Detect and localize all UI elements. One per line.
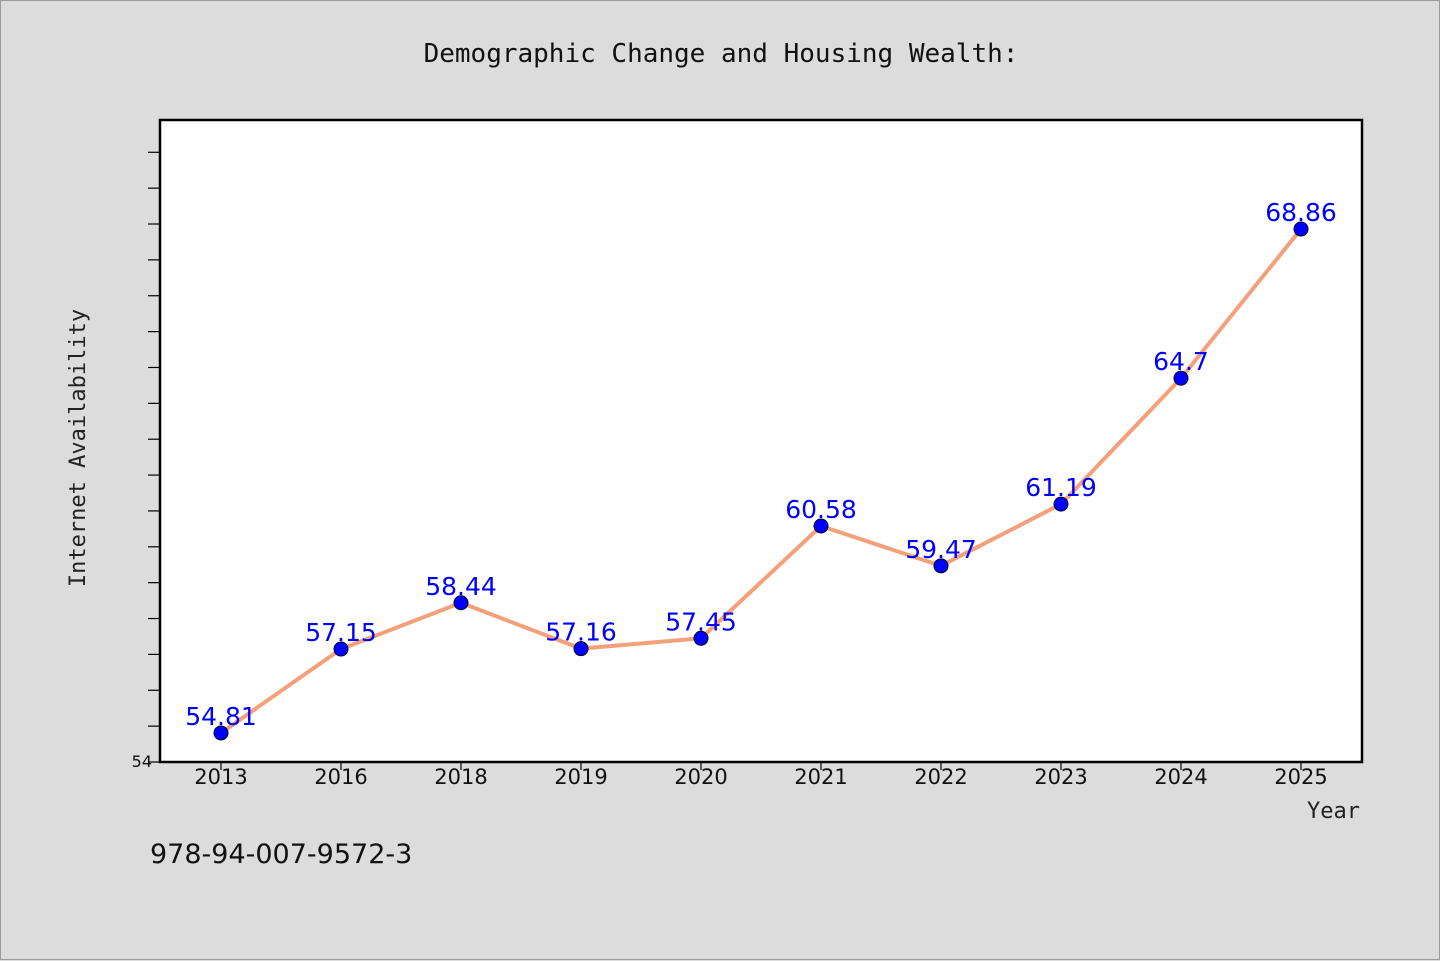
data-label: 57.45	[665, 607, 737, 636]
data-label: 57.16	[545, 618, 617, 647]
x-tick-label: 2024	[1154, 765, 1207, 789]
series-line	[219, 227, 1303, 735]
data-label: 64.7	[1153, 347, 1209, 376]
data-label: 68.86	[1265, 198, 1337, 227]
x-axis-label: Year	[1307, 799, 1360, 824]
x-tick-label: 2020	[674, 765, 727, 789]
data-point	[573, 641, 589, 657]
plot-area	[158, 118, 1364, 764]
data-point	[693, 630, 709, 646]
data-label: 57.15	[305, 618, 377, 647]
data-point	[333, 641, 349, 657]
series-layer: 54.81 57.15 58.44 57.16 57.45 60.58 59.47 61.19…	[185, 198, 1337, 741]
data-label: 54.81	[185, 702, 257, 731]
data-point	[213, 725, 229, 741]
y-tick-label: 54	[132, 752, 152, 771]
data-label: 59.47	[905, 535, 977, 564]
data-point	[453, 595, 469, 611]
x-tick-label: 2019	[554, 765, 607, 789]
x-tick-label: 2018	[434, 765, 487, 789]
x-tick-label: 2013	[194, 765, 247, 789]
isbn-text: 978-94-007-9572-3	[150, 839, 412, 870]
x-tick-label: 2023	[1034, 765, 1087, 789]
chart-title: Demographic Change and Housing Wealth:	[424, 39, 1019, 69]
x-tick-label: 2025	[1274, 765, 1327, 789]
data-point	[1053, 496, 1069, 512]
data-point	[933, 558, 949, 574]
data-label: 61.19	[1025, 473, 1097, 502]
data-point	[1173, 370, 1189, 386]
x-axis-ticks: 2013 2016 2018 2019 2020 2021 2022 2023 2024 2025	[194, 762, 1328, 789]
data-point	[1293, 221, 1309, 237]
x-tick-label: 2021	[794, 765, 847, 789]
x-tick-label: 2022	[914, 765, 967, 789]
y-axis-ticks: 54	[132, 151, 160, 771]
y-axis-label: Internet Availability	[66, 309, 91, 587]
x-tick-label: 2016	[314, 765, 367, 789]
data-label: 58.44	[425, 572, 497, 601]
data-label: 60.58	[785, 495, 857, 524]
data-point	[813, 518, 829, 534]
